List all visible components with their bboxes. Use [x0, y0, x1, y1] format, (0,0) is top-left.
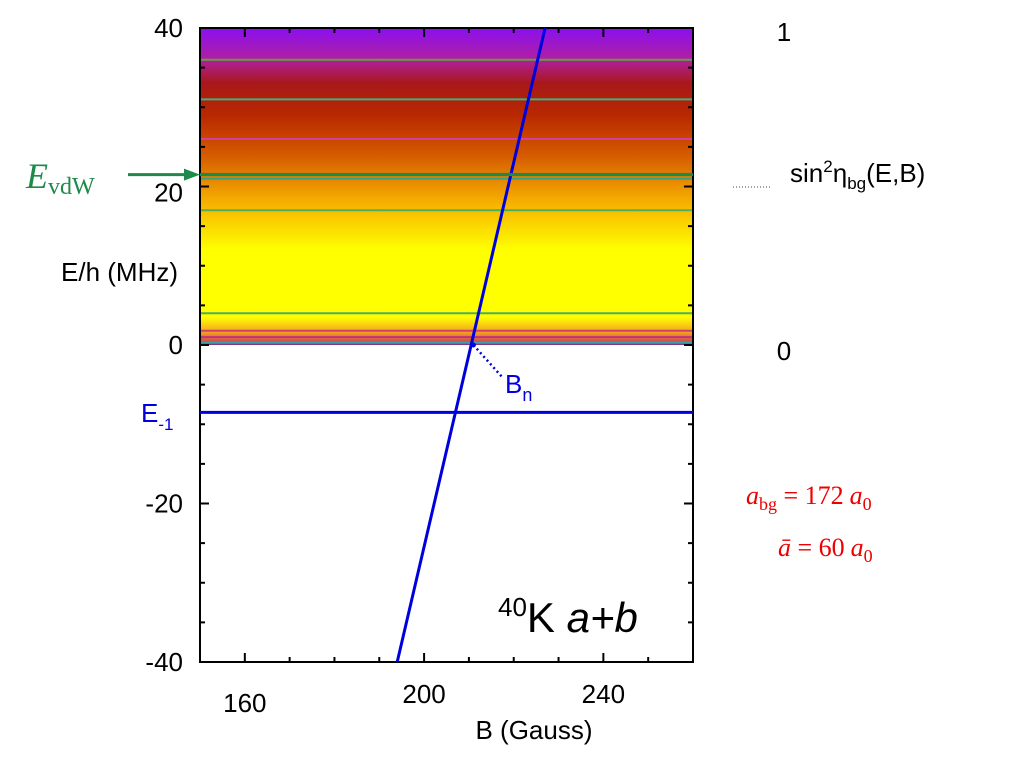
evdw-annotation: EvdW	[25, 156, 200, 200]
abar-unit-sub: 0	[864, 546, 873, 566]
y-tick-label: 0	[169, 330, 183, 360]
heatmap-band	[200, 28, 693, 345]
y-axis: 40 20 0 -20 -40	[145, 13, 693, 677]
colorbar-title-sub: bg	[847, 174, 866, 193]
y-tick-label: 20	[154, 178, 183, 208]
y-tick-label: 40	[154, 13, 183, 43]
e-minus1-label: E-1	[141, 398, 173, 434]
e-minus1-sub: -1	[158, 415, 173, 434]
system-label-italic: a+b	[567, 594, 638, 641]
x-tick-label: 240	[582, 679, 625, 709]
colorbar-title-args: (E,B)	[866, 158, 925, 188]
abar-parameter: ā = 60 a0	[778, 533, 873, 566]
abar-symbol: ā	[778, 533, 791, 562]
colorbar-max-label: 1	[777, 17, 791, 47]
abg-parameter: abg = 172 a0	[746, 481, 872, 514]
bn-marker	[470, 342, 476, 348]
bn-pointer	[472, 344, 504, 379]
evdw-label-sub: vdW	[48, 174, 95, 200]
x-axis-label: B (Gauss)	[475, 715, 592, 745]
bn-annotation: Bn	[470, 342, 532, 405]
bn-label-sub: n	[522, 385, 532, 405]
colorbar-min-label: 0	[777, 336, 791, 366]
heatmap	[200, 28, 693, 345]
colorbar-title-base: sin	[790, 158, 823, 188]
abg-unit: a	[850, 481, 863, 510]
y-tick-label: -40	[145, 647, 183, 677]
system-label-sup: 40	[498, 592, 527, 622]
abar-unit: a	[851, 533, 864, 562]
abar-value: = 60	[791, 533, 845, 562]
abg-unit-sub: 0	[863, 494, 872, 514]
system-label-main: K	[527, 594, 567, 641]
bn-label: Bn	[505, 369, 532, 405]
colorbar-title: sin2ηbg(E,B)	[790, 157, 925, 193]
abg-symbol: a	[746, 481, 759, 510]
y-axis-label: E/h (MHz)	[61, 257, 178, 287]
colorbar-title-eta: η	[833, 158, 847, 188]
evdw-label: EvdW	[25, 156, 95, 200]
evdw-label-main: E	[25, 156, 48, 196]
bn-label-main: B	[505, 369, 522, 399]
evdw-arrowhead	[184, 168, 200, 181]
abg-value: = 172	[777, 481, 844, 510]
abg-sub: bg	[759, 494, 777, 514]
e-minus1-main: E	[141, 398, 158, 428]
x-tick-label: 160	[223, 688, 266, 718]
y-tick-label: -20	[145, 489, 183, 519]
x-tick-label: 200	[402, 679, 445, 709]
system-label: 40K a+b	[498, 592, 638, 641]
colorbar-title-sup: 2	[823, 157, 832, 176]
